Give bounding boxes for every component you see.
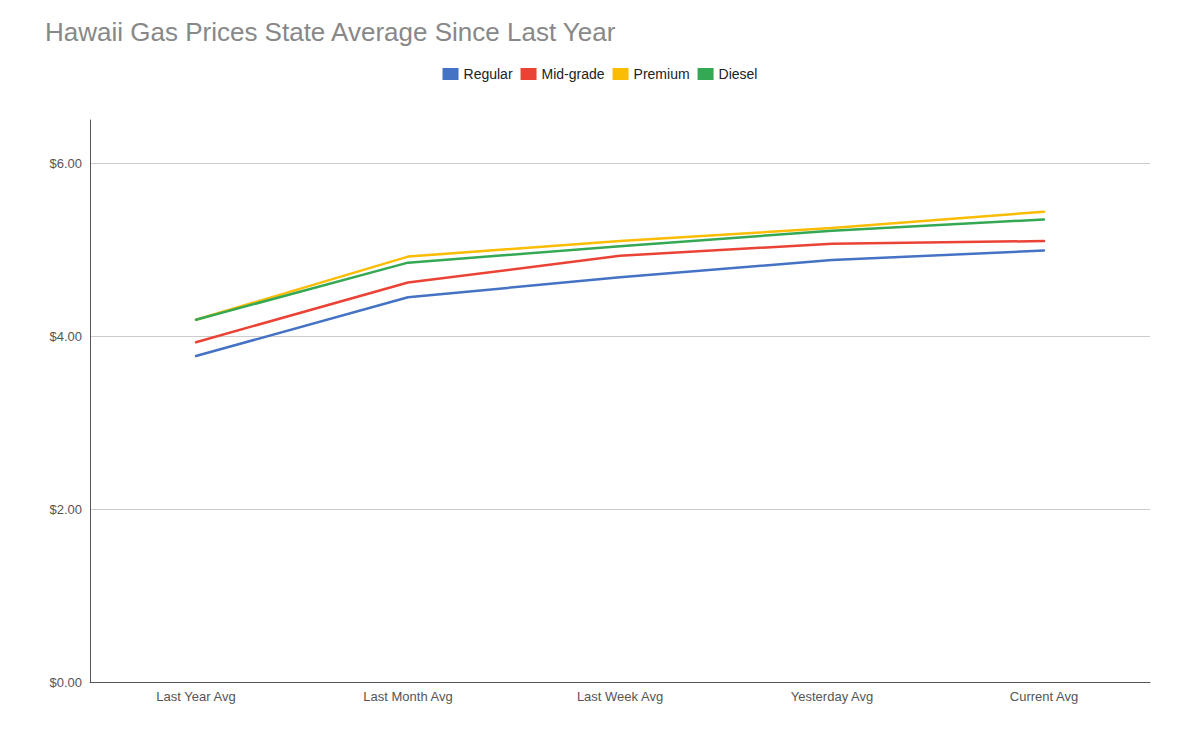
svg-text:Yesterday Avg: Yesterday Avg xyxy=(791,689,873,704)
svg-text:Premium: Premium xyxy=(634,66,690,82)
svg-text:Last Month Avg: Last Month Avg xyxy=(363,689,452,704)
svg-text:$0.00: $0.00 xyxy=(49,675,82,690)
svg-text:Current Avg: Current Avg xyxy=(1010,689,1078,704)
svg-text:Regular: Regular xyxy=(464,66,513,82)
svg-text:Last Year Avg: Last Year Avg xyxy=(156,689,235,704)
svg-text:$2.00: $2.00 xyxy=(49,502,82,517)
svg-text:$4.00: $4.00 xyxy=(49,329,82,344)
svg-text:Diesel: Diesel xyxy=(719,66,758,82)
svg-text:Last Week Avg: Last Week Avg xyxy=(577,689,663,704)
svg-text:Mid-grade: Mid-grade xyxy=(542,66,605,82)
svg-text:$6.00: $6.00 xyxy=(49,156,82,171)
svg-text:Hawaii Gas Prices State Averag: Hawaii Gas Prices State Average Since La… xyxy=(45,17,616,47)
